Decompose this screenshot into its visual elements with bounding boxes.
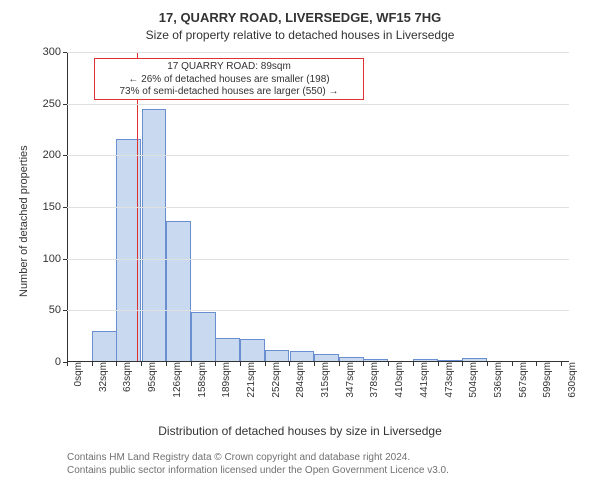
x-tick-mark (240, 362, 241, 366)
histogram-bar (240, 339, 265, 362)
y-tick-label: 250 (43, 98, 67, 110)
x-tick-mark (215, 362, 216, 366)
chart-subtitle: Size of property relative to detached ho… (0, 28, 600, 42)
x-tick-label: 347sqm (343, 362, 356, 398)
callout-line-2: ← 26% of detached houses are smaller (19… (99, 74, 359, 87)
grid-line (67, 207, 569, 208)
callout-line-3: 73% of semi-detached houses are larger (… (99, 86, 359, 99)
x-tick-label: 252sqm (269, 362, 282, 398)
x-tick-mark (191, 362, 192, 366)
chart-title: 17, QUARRY ROAD, LIVERSEDGE, WF15 7HG (0, 10, 600, 25)
x-tick-mark (92, 362, 93, 366)
histogram-bar (191, 312, 216, 362)
x-tick-mark (314, 362, 315, 366)
x-tick-label: 221sqm (244, 362, 257, 398)
x-tick-label: 504sqm (466, 362, 479, 398)
grid-line (67, 310, 569, 311)
x-tick-label: 95sqm (145, 362, 158, 392)
x-tick-mark (487, 362, 488, 366)
footer-attribution: Contains HM Land Registry data © Crown c… (67, 452, 600, 477)
x-tick-label: 158sqm (195, 362, 208, 398)
y-tick-label: 100 (43, 253, 67, 265)
x-axis-title: Distribution of detached houses by size … (0, 424, 600, 438)
histogram-bar (166, 221, 191, 362)
x-tick-label: 63sqm (120, 362, 133, 392)
callout-box: 17 QUARRY ROAD: 89sqm ← 26% of detached … (94, 58, 364, 100)
grid-line (67, 104, 569, 105)
y-tick-label: 300 (43, 46, 67, 58)
x-tick-mark (265, 362, 266, 366)
x-tick-mark (388, 362, 389, 366)
histogram-bar (92, 331, 117, 362)
x-tick-mark (536, 362, 537, 366)
x-tick-label: 410sqm (392, 362, 405, 398)
x-tick-label: 378sqm (367, 362, 380, 398)
x-tick-label: 536sqm (491, 362, 504, 398)
x-tick-label: 0sqm (71, 362, 84, 386)
x-tick-label: 284sqm (293, 362, 306, 398)
x-tick-mark (166, 362, 167, 366)
grid-line (67, 52, 569, 53)
x-tick-mark (67, 362, 68, 366)
chart-container: 17, QUARRY ROAD, LIVERSEDGE, WF15 7HG Si… (0, 0, 600, 500)
y-tick-label: 200 (43, 149, 67, 161)
grid-line (67, 259, 569, 260)
y-tick-label: 50 (49, 304, 67, 316)
footer-line-2: Contains public sector information licen… (67, 465, 600, 478)
x-tick-label: 567sqm (516, 362, 529, 398)
x-tick-mark (413, 362, 414, 366)
x-tick-mark (289, 362, 290, 366)
x-tick-label: 189sqm (219, 362, 232, 398)
x-tick-mark (339, 362, 340, 366)
x-tick-label: 473sqm (442, 362, 455, 398)
x-tick-mark (561, 362, 562, 366)
x-tick-label: 126sqm (170, 362, 183, 398)
x-tick-mark (363, 362, 364, 366)
y-tick-label: 0 (55, 356, 67, 368)
grid-line (67, 155, 569, 156)
x-tick-mark (116, 362, 117, 366)
x-tick-mark (462, 362, 463, 366)
x-tick-mark (438, 362, 439, 366)
x-tick-label: 315sqm (318, 362, 331, 398)
histogram-bar (142, 109, 167, 362)
callout-line-1: 17 QUARRY ROAD: 89sqm (99, 61, 359, 74)
x-tick-mark (141, 362, 142, 366)
footer-line-1: Contains HM Land Registry data © Crown c… (67, 452, 600, 465)
x-tick-label: 599sqm (540, 362, 553, 398)
x-tick-label: 32sqm (96, 362, 109, 392)
x-tick-mark (512, 362, 513, 366)
y-axis-label: Number of detached properties (18, 145, 30, 297)
x-tick-label: 441sqm (417, 362, 430, 398)
histogram-bar (215, 338, 240, 362)
x-tick-label: 630sqm (565, 362, 578, 398)
y-tick-label: 150 (43, 201, 67, 213)
